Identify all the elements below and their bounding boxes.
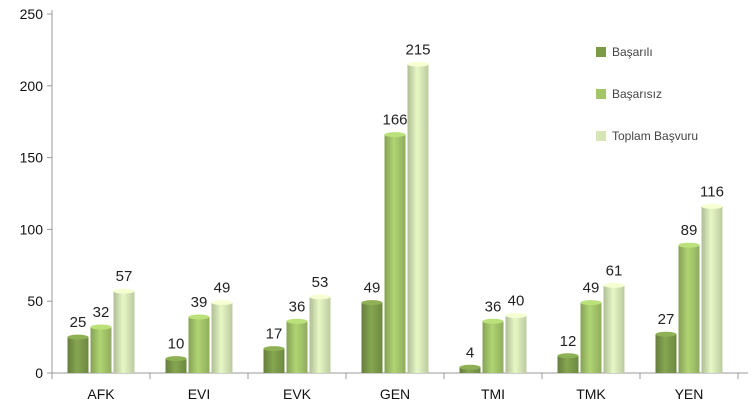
y-tick-label: 150: [20, 150, 44, 166]
data-labels: 25 32 57 10 39 49 17 36 53 49 166 215 4 36 40 12 49 61 27 8…: [70, 41, 724, 361]
legend-swatch: [596, 131, 606, 141]
bar-cap: [482, 318, 504, 324]
bar-cap: [407, 61, 429, 67]
bar: [309, 296, 331, 373]
x-axis: AFK EVI EVK GEN TMI TMK YEN: [51, 372, 748, 402]
data-label: 39: [191, 294, 208, 311]
bar-cap: [113, 288, 135, 294]
bar: [505, 315, 527, 373]
data-label: 49: [364, 280, 381, 297]
legend-label: Başarısız: [612, 87, 662, 101]
bar: [67, 337, 89, 373]
bar-cap: [459, 364, 481, 370]
bar: [165, 358, 187, 373]
data-label: 36: [289, 298, 306, 315]
bar: [113, 291, 135, 373]
bar: [655, 334, 677, 373]
bar-cap: [165, 356, 187, 362]
bar: [701, 206, 723, 373]
bar-cap: [263, 346, 285, 352]
bar: [407, 64, 429, 373]
legend-label: Başarılı: [612, 45, 653, 59]
bar: [263, 348, 285, 373]
bar-cap: [557, 353, 579, 359]
y-tick-label: 100: [20, 221, 44, 237]
bar-cap: [309, 294, 331, 300]
bar-cap: [67, 334, 89, 340]
bar-cap: [361, 300, 383, 306]
data-label: 61: [606, 262, 623, 279]
legend-swatch: [596, 47, 606, 57]
bar-cap: [211, 300, 233, 306]
data-label: 12: [560, 333, 577, 350]
bar-cap: [655, 331, 677, 337]
x-tick-label: EVI: [188, 386, 211, 402]
data-label: 25: [70, 314, 87, 331]
bars: [67, 61, 723, 373]
y-axis: 0 50 100 150 200 250: [20, 6, 53, 381]
x-tick-label: EVK: [283, 386, 312, 402]
data-label: 53: [312, 274, 329, 291]
y-tick-label: 50: [27, 293, 43, 309]
x-tick-label: GEN: [380, 386, 410, 402]
data-label: 10: [168, 336, 185, 353]
bar: [90, 327, 112, 373]
bar: [603, 285, 625, 373]
data-label: 57: [116, 268, 133, 285]
data-label: 49: [583, 280, 600, 297]
data-label: 27: [658, 311, 675, 328]
data-label: 40: [508, 293, 525, 310]
bar: [211, 302, 233, 373]
x-tick-label: TMK: [576, 386, 606, 402]
bar: [188, 316, 210, 373]
data-label: 166: [382, 112, 407, 129]
data-label: 215: [405, 41, 430, 58]
data-label: 49: [214, 280, 231, 297]
y-tick-label: 200: [20, 78, 44, 94]
bar: [384, 134, 406, 373]
bar-cap: [384, 132, 406, 138]
y-tick-label: 250: [20, 6, 44, 22]
legend: Başarılı Başarısız Toplam Başvuru: [596, 45, 698, 143]
bar: [459, 367, 481, 373]
bar-cap: [603, 282, 625, 288]
bar: [580, 302, 602, 373]
bar-cap: [286, 318, 308, 324]
y-tick-label: 0: [35, 365, 43, 381]
x-tick-label: TMI: [481, 386, 505, 402]
data-label: 116: [700, 183, 724, 200]
bar-cap: [90, 324, 112, 330]
bar-cap: [188, 314, 210, 320]
bar: [286, 321, 308, 373]
data-label: 89: [681, 222, 698, 239]
legend-label: Toplam Başvuru: [612, 129, 698, 143]
data-label: 17: [266, 326, 283, 343]
bar-cap: [580, 300, 602, 306]
data-label: 36: [485, 298, 502, 315]
x-tick-label: YEN: [675, 386, 704, 402]
bar-cap: [701, 203, 723, 209]
legend-swatch: [596, 89, 606, 99]
bar: [482, 321, 504, 373]
data-label: 32: [93, 304, 110, 321]
bar-cap: [505, 313, 527, 319]
bar: [678, 245, 700, 373]
bar: [361, 302, 383, 373]
data-label: 4: [466, 344, 474, 361]
bar: [557, 355, 579, 373]
bar-cap: [678, 242, 700, 248]
x-tick-label: AFK: [87, 386, 115, 402]
